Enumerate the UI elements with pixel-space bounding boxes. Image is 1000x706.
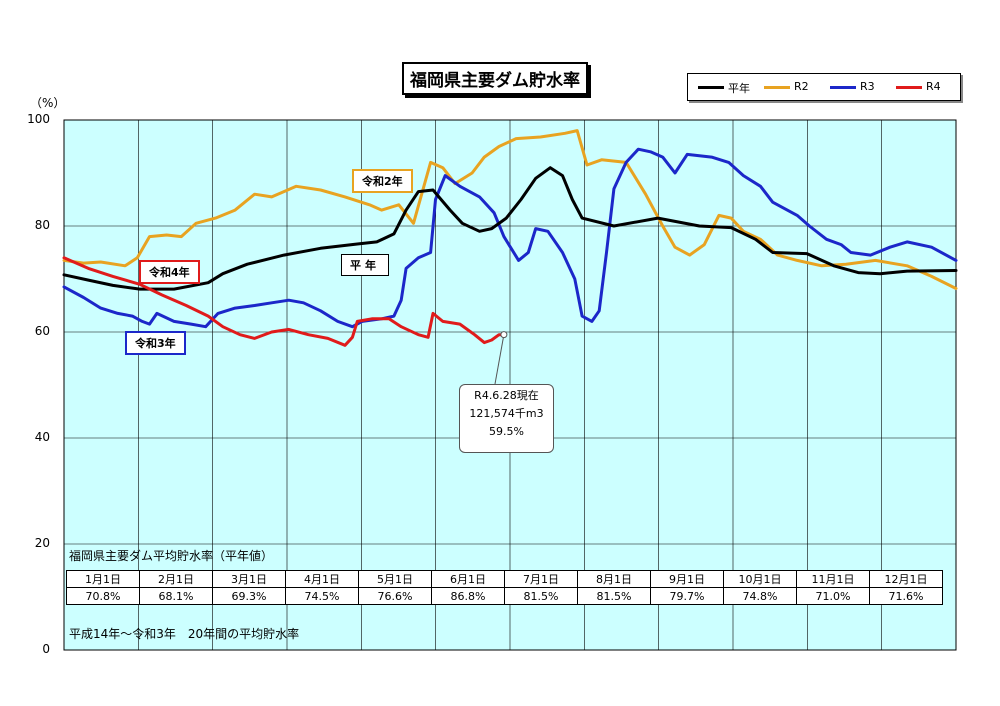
legend-swatch-r2 [764,86,790,89]
y-tick-label: 60 [34,324,50,338]
y-axis-unit: （%） [30,96,66,110]
legend-swatch-r4 [896,86,922,89]
average-table-title: 福岡県主要ダム平均貯水率（平年値） [69,549,274,563]
legend-label-r2: R2 [794,80,809,93]
average-footnote: 平成14年～令和3年 20年間の平均貯水率 [69,627,300,641]
callout-rate: 59.5% [489,425,524,438]
value-cell: 74.8% [723,587,797,605]
month-row: 1月1日 2月1日 3月1日 4月1日 5月1日 6月1日 7月1日 8月1日 9月1日 10月1… [66,570,943,588]
month-cell: 12月1日 [869,570,943,588]
legend-swatch-r3 [830,86,856,89]
series-line-avg [62,166,958,291]
chart-title: 福岡県主要ダム貯水率 [402,62,588,95]
current-value-callout: R4.6.28現在 121,574千m3 59.5% [459,384,554,453]
month-cell: 2月1日 [139,570,213,588]
month-cell: 6月1日 [431,570,505,588]
month-cell: 1月1日 [66,570,140,588]
y-tick-label: 20 [34,536,50,550]
series-lines [62,129,958,347]
label-r3: 令和3年 [125,331,186,355]
legend-swatch-avg [698,86,724,89]
legend-label-avg: 平年 [728,82,750,95]
label-r4: 令和4年 [139,260,200,284]
label-average: 平年 [341,254,389,276]
value-cell: 68.1% [139,587,213,605]
value-cell: 81.5% [504,587,578,605]
series-line-r4 [62,256,506,347]
month-cell: 10月1日 [723,570,797,588]
series-line-r2 [62,129,958,290]
y-tick-label: 100 [27,112,50,126]
value-cell: 79.7% [650,587,724,605]
month-cell: 11月1日 [796,570,870,588]
value-cell: 76.6% [358,587,432,605]
value-row: 70.8% 68.1% 69.3% 74.5% 76.6% 86.8% 81.5% 81.5%… [66,587,943,605]
callout-volume: 121,574千m3 [469,407,544,420]
y-tick-label: 40 [34,430,50,444]
value-cell: 81.5% [577,587,651,605]
month-cell: 5月1日 [358,570,432,588]
average-table: 1月1日 2月1日 3月1日 4月1日 5月1日 6月1日 7月1日 8月1日 9月1日 10月1… [66,570,943,605]
y-tick-label: 80 [34,218,50,232]
grid-lines [64,119,956,651]
month-cell: 4月1日 [285,570,359,588]
value-cell: 71.0% [796,587,870,605]
value-cell: 74.5% [285,587,359,605]
value-cell: 70.8% [66,587,140,605]
value-cell: 86.8% [431,587,505,605]
legend-label-r4: R4 [926,80,941,93]
month-cell: 8月1日 [577,570,651,588]
month-cell: 3月1日 [212,570,286,588]
legend: 平年 R2 R3 R4 [687,73,961,101]
value-cell: 71.6% [869,587,943,605]
label-r2: 令和2年 [352,169,413,193]
series-line-r3 [62,147,958,329]
callout-pointer [494,334,505,385]
callout-point [500,331,508,339]
value-cell: 69.3% [212,587,286,605]
legend-label-r3: R3 [860,80,875,93]
callout-date: R4.6.28現在 [474,389,539,402]
month-cell: 7月1日 [504,570,578,588]
month-cell: 9月1日 [650,570,724,588]
y-tick-label: 0 [42,642,50,656]
